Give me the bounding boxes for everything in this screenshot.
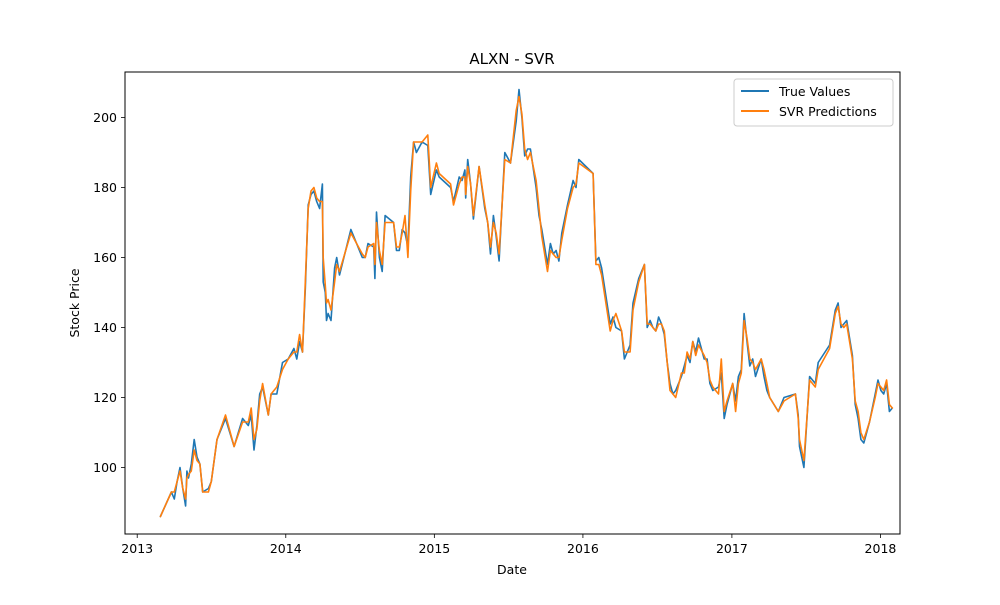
series-layer xyxy=(159,88,894,518)
legend-box xyxy=(733,78,894,127)
y-axis: 100 120 140 160 180 200 xyxy=(93,110,125,475)
legend-label-svr-predictions: SVR Predictions xyxy=(779,104,877,119)
chart-title: ALXN - SVR xyxy=(469,50,554,68)
y-tick-label: 200 xyxy=(93,110,117,125)
x-axis: 2013 2014 2015 2016 2017 2018 xyxy=(121,534,896,556)
x-tick-label: 2018 xyxy=(865,541,897,556)
y-tick-label: 160 xyxy=(93,250,117,265)
x-tick-label: 2014 xyxy=(270,541,302,556)
x-tick-label: 2016 xyxy=(567,541,599,556)
y-axis-label: Stock Price xyxy=(67,268,82,337)
series-line-true-values xyxy=(159,88,894,518)
y-tick-label: 120 xyxy=(93,390,117,405)
legend: True Values SVR Predictions xyxy=(733,78,894,127)
x-tick-label: 2017 xyxy=(716,541,748,556)
x-axis-label: Date xyxy=(497,562,527,577)
legend-label-true-values: True Values xyxy=(778,84,850,99)
plot-area-frame xyxy=(124,71,901,535)
series-line-svr-predictions xyxy=(159,95,894,518)
y-tick-label: 140 xyxy=(93,320,117,335)
x-tick-label: 2015 xyxy=(418,541,450,556)
x-tick-label: 2013 xyxy=(121,541,153,556)
y-tick-label: 180 xyxy=(93,180,117,195)
y-tick-label: 100 xyxy=(93,460,117,475)
